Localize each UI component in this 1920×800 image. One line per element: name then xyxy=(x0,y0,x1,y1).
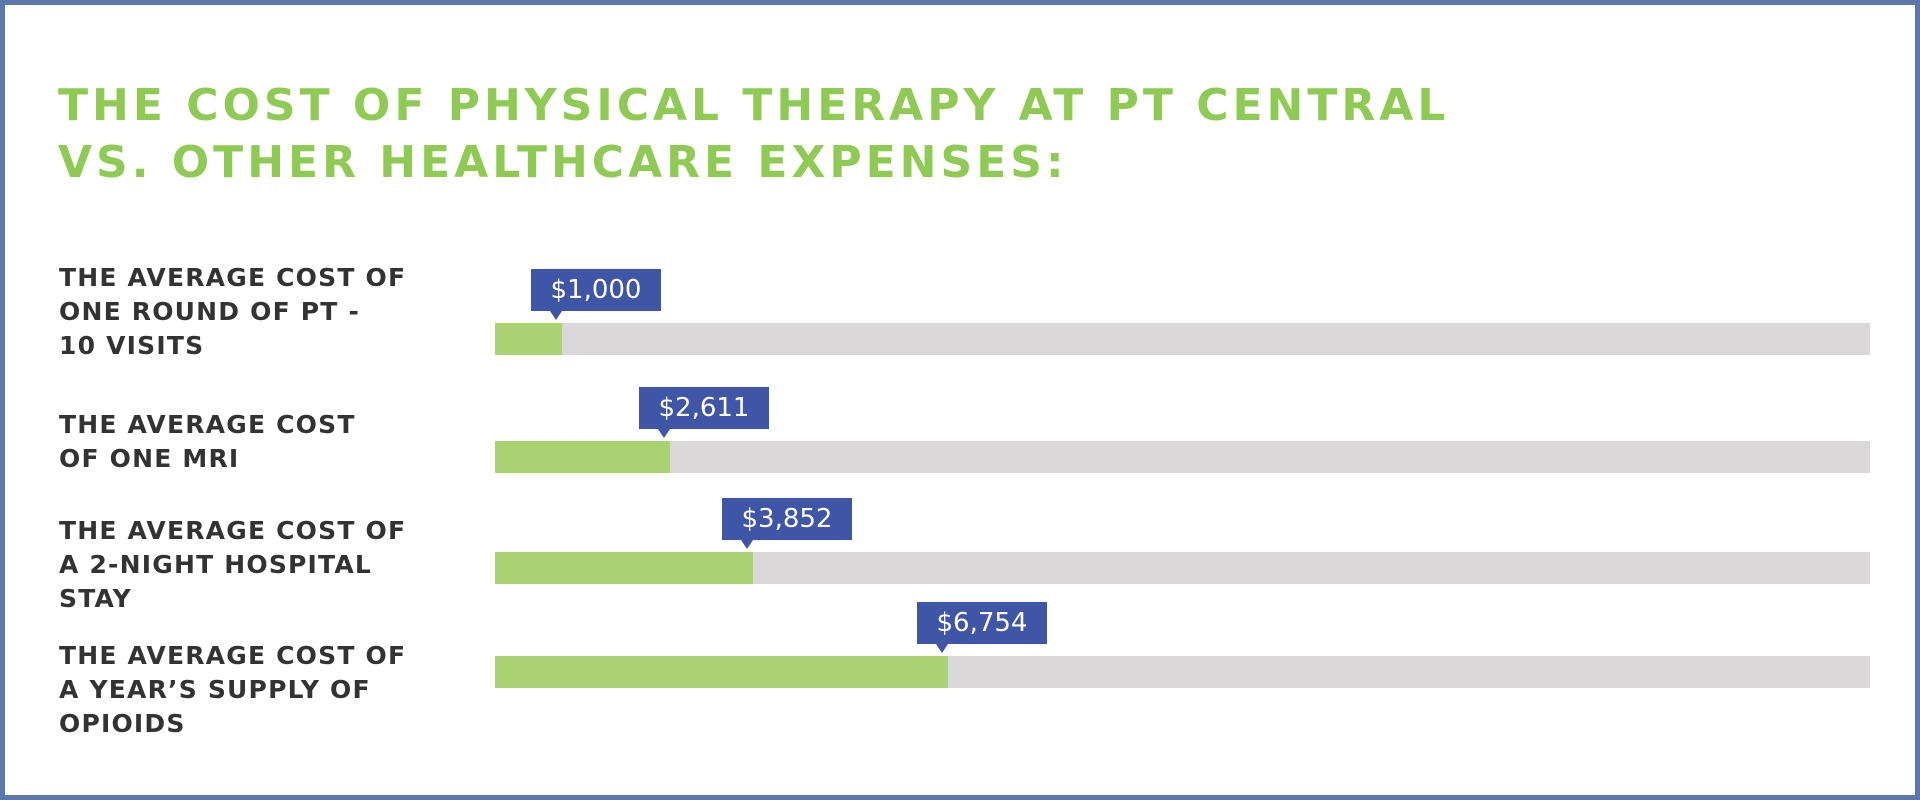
row-label-line: THE AVERAGE COST OF xyxy=(59,263,407,292)
row-label-line: THE AVERAGE COST xyxy=(59,410,356,439)
value-label: $2,611 xyxy=(658,393,750,423)
value-callout: $3,852 xyxy=(722,498,852,549)
value-callout: $2,611 xyxy=(639,387,769,438)
bar-value xyxy=(495,323,562,355)
chart-title-line-1: THE COST OF PHYSICAL THERAPY AT PT CENTR… xyxy=(58,80,1450,131)
row-label-line: OPIOIDS xyxy=(59,709,186,738)
callout-pointer xyxy=(550,311,562,320)
row-label-line: STAY xyxy=(59,584,132,613)
row-label: THE AVERAGE COST OF A 2-NIGHT HOSPITAL STA… xyxy=(59,514,459,616)
value-label: $3,852 xyxy=(741,504,833,534)
row-label-line: A 2-NIGHT HOSPITAL xyxy=(59,550,373,579)
row-label: THE AVERAGE COST OF ONE ROUND OF PT - 10 V… xyxy=(59,261,459,363)
bar-value xyxy=(495,552,753,584)
bar-value xyxy=(495,441,670,473)
value-label: $1,000 xyxy=(550,275,642,305)
chart-title: THE COST OF PHYSICAL THERAPY AT PT CENTR… xyxy=(58,77,1449,191)
row-label: THE AVERAGE COST OF A YEAR’S SUPPLY OF OPI… xyxy=(59,639,459,741)
row-label-line: THE AVERAGE COST OF xyxy=(59,641,407,670)
row-label: THE AVERAGE COST OF ONE MRI xyxy=(59,408,459,476)
bar-value xyxy=(495,656,948,688)
callout-pointer xyxy=(741,540,753,549)
value-label: $6,754 xyxy=(936,608,1028,638)
row-label-line: ONE ROUND OF PT - xyxy=(59,297,361,326)
row-label-line: OF ONE MRI xyxy=(59,444,240,473)
callout-pointer xyxy=(658,429,670,438)
row-label-line: A YEAR’S SUPPLY OF xyxy=(59,675,371,704)
chart-title-line-2: VS. OTHER HEALTHCARE EXPENSES: xyxy=(58,137,1068,188)
bar-track xyxy=(495,656,1870,688)
bar-track xyxy=(495,323,1870,355)
bar-track xyxy=(495,552,1870,584)
value-callout: $1,000 xyxy=(531,269,661,320)
value-callout: $6,754 xyxy=(917,602,1047,653)
row-label-line: THE AVERAGE COST OF xyxy=(59,516,407,545)
callout-pointer xyxy=(936,644,948,653)
row-label-line: 10 VISITS xyxy=(59,331,205,360)
bar-track xyxy=(495,441,1870,473)
